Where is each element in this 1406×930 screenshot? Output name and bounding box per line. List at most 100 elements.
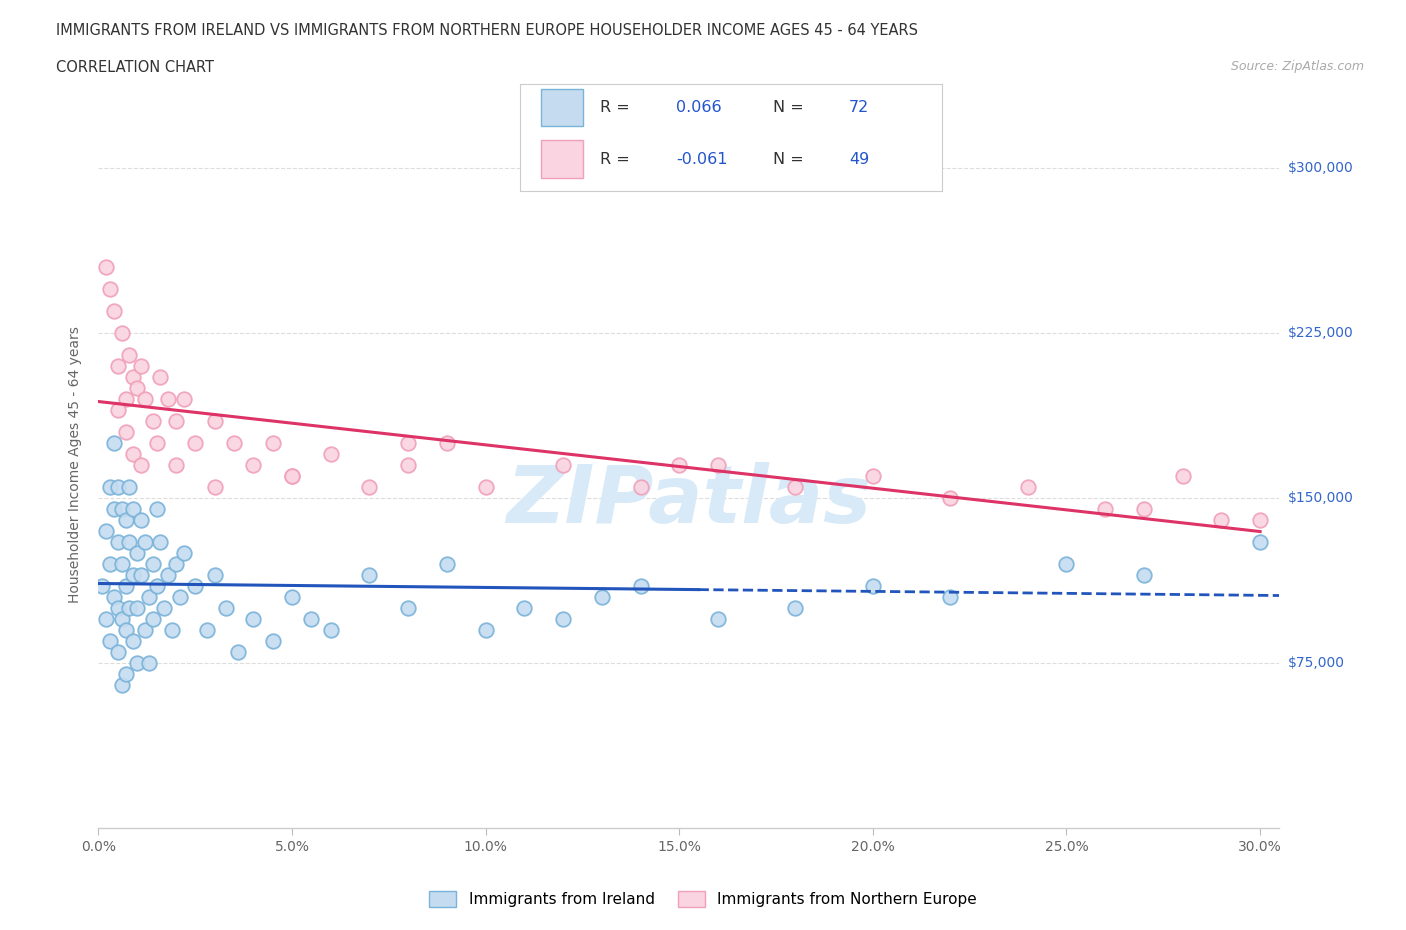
Point bbox=[281, 469, 304, 484]
Point bbox=[204, 480, 226, 495]
Point bbox=[165, 556, 187, 571]
Point bbox=[184, 435, 207, 450]
Point bbox=[939, 590, 962, 604]
Point bbox=[242, 611, 264, 626]
Point bbox=[184, 578, 207, 593]
Point bbox=[157, 567, 180, 582]
Point bbox=[1133, 567, 1156, 582]
Point bbox=[204, 567, 226, 582]
Point bbox=[129, 567, 152, 582]
Point bbox=[551, 458, 574, 472]
Text: $75,000: $75,000 bbox=[1288, 656, 1344, 670]
Point bbox=[122, 446, 145, 461]
Point bbox=[204, 414, 226, 429]
Point bbox=[107, 403, 129, 418]
Point bbox=[262, 435, 284, 450]
Point bbox=[551, 611, 574, 626]
Point bbox=[138, 656, 160, 671]
Point bbox=[169, 590, 191, 604]
Point bbox=[129, 512, 152, 527]
Point bbox=[591, 590, 613, 604]
Point bbox=[1249, 512, 1271, 527]
Point bbox=[359, 480, 381, 495]
Point bbox=[114, 578, 136, 593]
Point bbox=[153, 601, 176, 616]
Point bbox=[242, 458, 264, 472]
Point bbox=[474, 480, 496, 495]
Point bbox=[111, 677, 134, 692]
Bar bbox=[541, 140, 583, 178]
Legend: Immigrants from Ireland, Immigrants from Northern Europe: Immigrants from Ireland, Immigrants from… bbox=[423, 884, 983, 913]
Text: 72: 72 bbox=[849, 100, 869, 115]
Point bbox=[939, 490, 962, 505]
Point bbox=[111, 611, 134, 626]
Point bbox=[707, 458, 730, 472]
Point bbox=[118, 480, 141, 495]
Point bbox=[129, 458, 152, 472]
Point bbox=[145, 435, 167, 450]
Point bbox=[359, 567, 381, 582]
Point bbox=[134, 535, 156, 550]
Point bbox=[98, 556, 121, 571]
Point bbox=[96, 259, 118, 274]
Point bbox=[127, 601, 149, 616]
Point bbox=[1133, 501, 1156, 516]
Point bbox=[103, 435, 125, 450]
Point bbox=[630, 578, 652, 593]
Point bbox=[157, 392, 180, 406]
Point bbox=[114, 622, 136, 637]
Point bbox=[299, 611, 322, 626]
Text: R =: R = bbox=[600, 152, 636, 166]
Point bbox=[114, 667, 136, 682]
Point bbox=[122, 567, 145, 582]
Point bbox=[122, 633, 145, 648]
Point bbox=[103, 501, 125, 516]
Point bbox=[165, 458, 187, 472]
Bar bbox=[541, 89, 583, 126]
Point bbox=[149, 369, 172, 384]
Point bbox=[107, 601, 129, 616]
Point bbox=[111, 501, 134, 516]
Point bbox=[319, 622, 342, 637]
Point bbox=[707, 611, 730, 626]
Point bbox=[1017, 480, 1039, 495]
Point bbox=[127, 656, 149, 671]
Point bbox=[396, 435, 419, 450]
Point bbox=[114, 392, 136, 406]
Point bbox=[1171, 469, 1194, 484]
Text: ZIPatlas: ZIPatlas bbox=[506, 462, 872, 540]
Text: 49: 49 bbox=[849, 152, 869, 166]
Point bbox=[668, 458, 690, 472]
Point bbox=[145, 501, 167, 516]
Point bbox=[281, 469, 304, 484]
Point bbox=[222, 435, 245, 450]
Point bbox=[215, 601, 238, 616]
Point bbox=[129, 359, 152, 374]
Y-axis label: Householder Income Ages 45 - 64 years: Householder Income Ages 45 - 64 years bbox=[69, 326, 83, 604]
Point bbox=[396, 458, 419, 472]
Text: $150,000: $150,000 bbox=[1288, 491, 1354, 505]
Point bbox=[160, 622, 183, 637]
Point bbox=[107, 480, 129, 495]
Point bbox=[134, 392, 156, 406]
Text: $225,000: $225,000 bbox=[1288, 326, 1354, 340]
Point bbox=[107, 359, 129, 374]
Point bbox=[281, 590, 304, 604]
Text: N =: N = bbox=[773, 152, 810, 166]
Point bbox=[1211, 512, 1233, 527]
Point bbox=[319, 446, 342, 461]
Point bbox=[114, 512, 136, 527]
Point bbox=[103, 590, 125, 604]
Point bbox=[149, 535, 172, 550]
Point bbox=[862, 578, 884, 593]
Point bbox=[1094, 501, 1116, 516]
Point bbox=[145, 578, 167, 593]
Point bbox=[630, 480, 652, 495]
Point bbox=[513, 601, 536, 616]
Point bbox=[107, 535, 129, 550]
Point bbox=[173, 392, 195, 406]
Point bbox=[785, 601, 807, 616]
Point bbox=[165, 414, 187, 429]
Point bbox=[127, 380, 149, 395]
Point bbox=[474, 622, 496, 637]
